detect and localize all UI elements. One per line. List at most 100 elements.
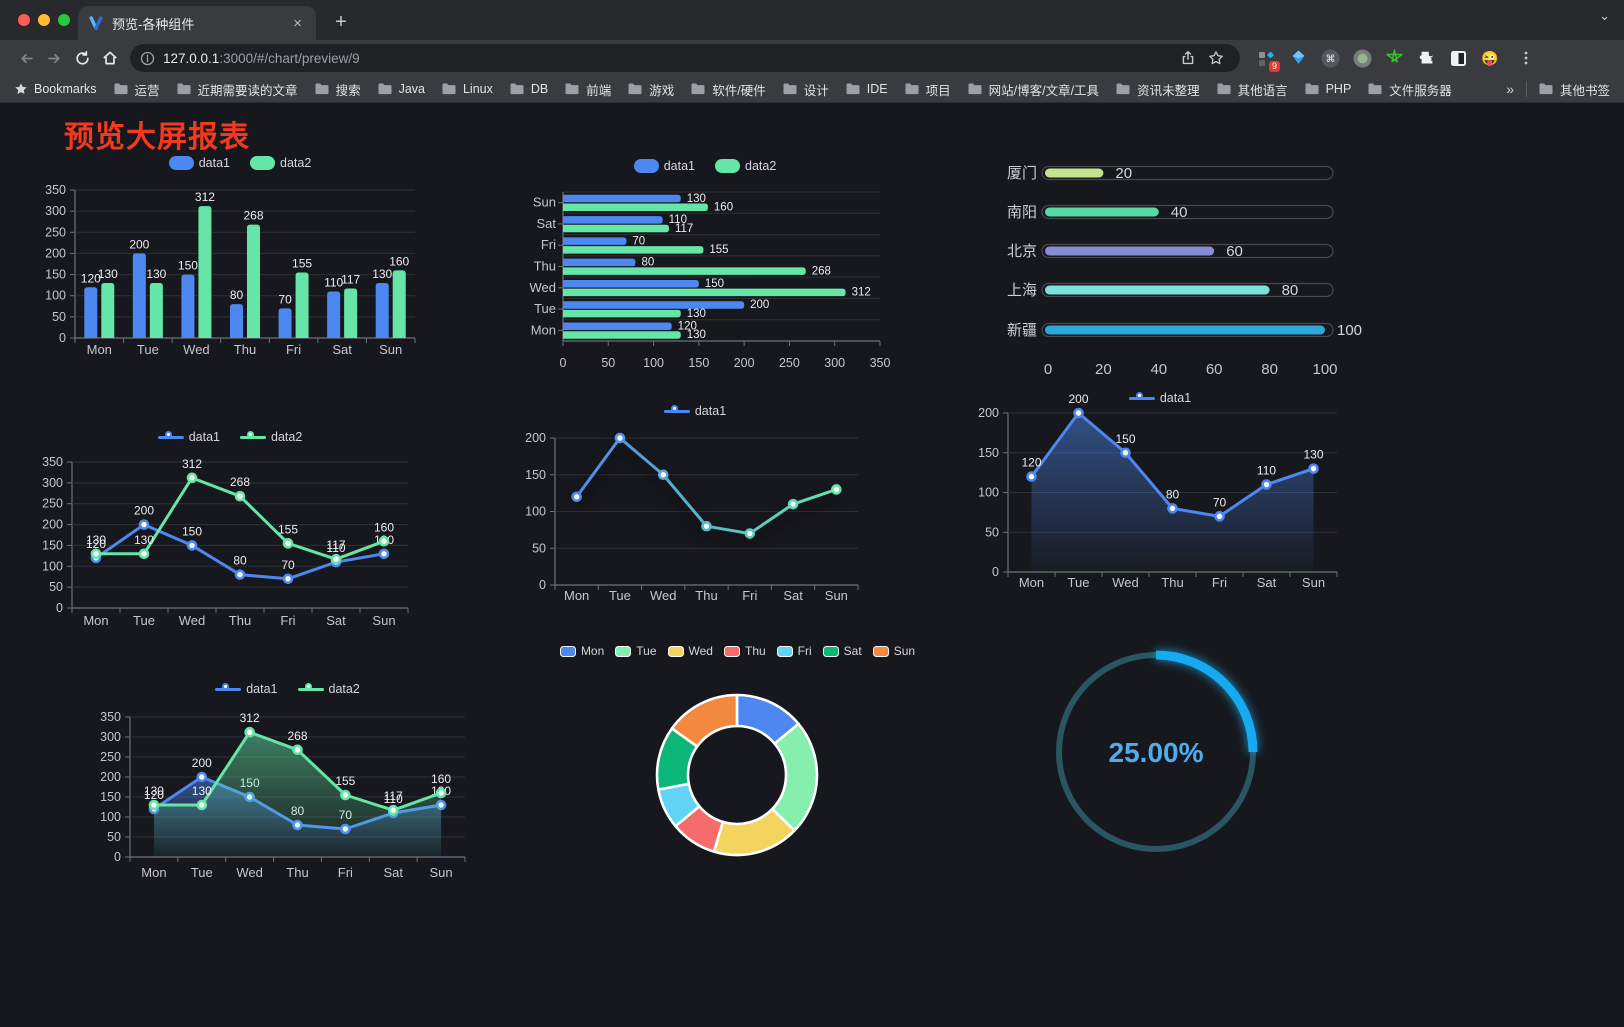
tab-close-icon[interactable]: × <box>293 14 302 32</box>
chart-canvas-bar-grouped[interactable]: 0 50 100 150 200 250 300 350 Mon Tue Wed Thu Fri Sat S… <box>40 150 440 368</box>
bookmark-folder[interactable]: Java <box>378 80 425 99</box>
legend-item-data1[interactable]: data1 <box>168 156 230 170</box>
svg-text:120: 120 <box>81 271 101 285</box>
svg-text:350: 350 <box>100 710 121 724</box>
extension-kite-icon[interactable] <box>1288 48 1308 68</box>
legend-item-Sun[interactable]: Sun <box>872 644 915 658</box>
legend-item-data2[interactable]: data2 <box>250 156 311 170</box>
legend-item-data1[interactable]: data1 <box>1128 391 1191 405</box>
extension-star-icon[interactable] <box>1384 48 1404 68</box>
bookmark-folder[interactable]: DB <box>510 80 548 99</box>
bookmark-folder[interactable]: 软件/硬件 <box>691 80 766 99</box>
bookmark-folder[interactable]: 前端 <box>565 80 611 99</box>
svg-text:250: 250 <box>100 750 121 764</box>
bookmarks-overflow-chevron[interactable]: » <box>1506 81 1514 97</box>
extension-puzzle-icon[interactable] <box>1416 48 1436 68</box>
bookmark-folder[interactable]: 运营 <box>114 80 160 99</box>
home-button[interactable] <box>96 44 124 72</box>
back-button[interactable] <box>12 44 40 72</box>
bookmark-folder[interactable]: 其他语言 <box>1217 80 1288 99</box>
svg-text:50: 50 <box>52 310 66 324</box>
bookmark-star-icon[interactable] <box>1202 44 1230 72</box>
chart-area-two-series[interactable]: data1 data2 0 50 100 150 200 250 300 350 Mon Tue Wed… <box>95 675 480 890</box>
minimize-window-button[interactable] <box>38 14 50 26</box>
svg-text:Wed: Wed <box>650 588 677 603</box>
bookmark-folder[interactable]: 搜索 <box>315 80 361 99</box>
legend-item-data2[interactable]: data2 <box>297 682 360 696</box>
tab-strip-chevron-icon[interactable]: ⌄ <box>1599 8 1610 23</box>
chart-line-two-series[interactable]: data1 data2 0 50 100 150 200 250 300 350 Mon Tue Wed… <box>40 425 420 650</box>
svg-text:130: 130 <box>372 267 392 281</box>
legend-item-Sat[interactable]: Sat <box>822 644 862 658</box>
bookmark-folder[interactable]: 网站/博客/文章/工具 <box>968 80 1099 99</box>
svg-text:80: 80 <box>233 554 247 568</box>
extension-dot-icon[interactable] <box>1352 48 1372 68</box>
chart-canvas-area-two-series[interactable]: 0 50 100 150 200 250 300 350 Mon Tue Wed Thu Fri Sat S… <box>95 675 480 890</box>
chart-line-gradient[interactable]: data1 0 50 100 150 200 Mon Tue Wed Thu Fri Sat Sun <box>505 400 885 612</box>
browser-tab[interactable]: 预览-各种组件 × <box>78 6 316 40</box>
svg-text:80: 80 <box>1166 487 1180 501</box>
svg-text:80: 80 <box>1261 361 1278 378</box>
close-window-button[interactable] <box>18 14 30 26</box>
legend-item-data2[interactable]: data2 <box>715 159 776 173</box>
bookmark-folder[interactable]: 近期需要读的文章 <box>177 80 298 99</box>
bookmark-folder[interactable]: PHP <box>1305 80 1351 99</box>
bookmark-folder[interactable]: Linux <box>442 80 493 99</box>
legend-item-data1[interactable]: data1 <box>215 682 278 696</box>
bookmark-folder[interactable]: 游戏 <box>628 80 674 99</box>
chart-donut[interactable]: Mon Tue Wed Thu Fri Sat Sun <box>545 635 930 883</box>
legend-item-data1[interactable]: data1 <box>157 430 220 444</box>
svg-text:150: 150 <box>978 446 999 460</box>
legend-item-Wed[interactable]: Wed <box>667 644 713 658</box>
svg-text:Sat: Sat <box>332 342 352 357</box>
legend-item-data1[interactable]: data1 <box>663 404 726 418</box>
chart-progress-bars[interactable]: 厦门 20 南阳 40 北京 60 上海 80 新疆 100 0 20 40 60 80 100 <box>990 150 1424 390</box>
svg-text:100: 100 <box>643 356 664 370</box>
new-tab-button[interactable]: + <box>335 11 347 33</box>
bookmark-folder[interactable]: 文件服务器 <box>1368 80 1452 99</box>
chart-canvas-line-two-series[interactable]: 0 50 100 150 200 250 300 350 Mon Tue Wed Thu Fri Sat S… <box>40 425 420 650</box>
chart-bar-horizontal[interactable]: data1 data2 0 50 100 150 200 250 300 350 Sun 130 160… <box>505 155 905 373</box>
bookmark-folder[interactable]: IDE <box>846 80 888 99</box>
legend-item-data2[interactable]: data2 <box>240 430 302 444</box>
chart-canvas-donut[interactable] <box>545 635 930 883</box>
zoom-window-button[interactable] <box>58 14 70 26</box>
reload-button[interactable] <box>68 44 96 72</box>
legend-item-Mon[interactable]: Mon <box>559 644 604 658</box>
legend-item-Thu[interactable]: Thu <box>723 644 766 658</box>
extension-emoji-icon[interactable]: 😜 <box>1481 49 1499 66</box>
chart-legend: Mon Tue Wed Thu Fri Sat Sun <box>545 644 930 658</box>
svg-text:50: 50 <box>49 580 63 594</box>
extension-command-icon[interactable]: ⌘ <box>1320 48 1340 68</box>
chart-bar-grouped[interactable]: data1 data2 0 50 100 150 200 250 300 350 Mon Tue Wed… <box>40 150 440 368</box>
svg-text:Sun: Sun <box>825 588 848 603</box>
browser-menu-icon[interactable] <box>1512 44 1540 72</box>
url-text[interactable]: 127.0.0.1:3000/#/chart/preview/9 <box>163 50 360 66</box>
legend-item-Tue[interactable]: Tue <box>615 644 657 658</box>
legend-item-Fri[interactable]: Fri <box>776 644 812 658</box>
forward-button[interactable] <box>40 44 68 72</box>
bookmark-folder[interactable]: 项目 <box>905 80 951 99</box>
share-icon[interactable] <box>1174 44 1202 72</box>
extension-contrast-icon[interactable] <box>1448 48 1468 68</box>
tab-favicon <box>89 16 103 30</box>
chart-canvas-area-single[interactable]: 0 50 100 150 200 Mon Tue Wed Thu Fri Sat Sun 120 200 1… <box>970 385 1350 597</box>
chart-gauge[interactable]: 25.00% <box>1040 635 1280 875</box>
address-bar[interactable]: 127.0.0.1:3000/#/chart/preview/9 <box>130 44 1240 72</box>
svg-text:Wed: Wed <box>1112 575 1139 590</box>
chart-area-single[interactable]: data1 0 50 100 150 200 Mon Tue Wed Thu Fri Sat Sun 12… <box>970 385 1350 597</box>
site-info-icon[interactable] <box>140 51 155 66</box>
bookmarks-manager[interactable]: Bookmarks <box>14 82 97 96</box>
legend-item-data1[interactable]: data1 <box>633 159 695 173</box>
chart-canvas-line-gradient[interactable]: 0 50 100 150 200 Mon Tue Wed Thu Fri Sat Sun <box>505 400 885 612</box>
chart-canvas-gauge[interactable]: 25.00% <box>1040 635 1280 875</box>
other-bookmarks-folder[interactable]: 其他书签 <box>1539 80 1610 99</box>
chart-canvas-progress-bars[interactable]: 厦门 20 南阳 40 北京 60 上海 80 新疆 100 0 20 40 60 80 100 <box>990 150 1424 390</box>
svg-text:312: 312 <box>240 711 260 725</box>
bookmark-folder[interactable]: 设计 <box>783 80 829 99</box>
extension-grid-icon[interactable]: 9 <box>1256 48 1280 72</box>
bookmark-folder[interactable]: 资讯未整理 <box>1116 80 1200 99</box>
svg-text:40: 40 <box>1150 361 1167 378</box>
